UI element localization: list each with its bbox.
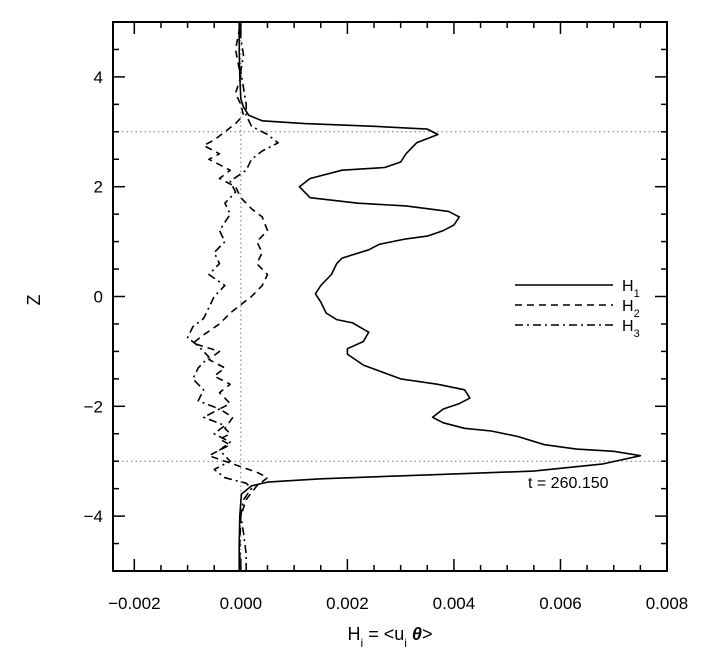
y-tick-label: −2 [84, 397, 103, 416]
x-axis-label-sub-main: i [361, 636, 364, 650]
y-tick-label: −4 [84, 507, 103, 526]
x-tick-label: 0.008 [646, 594, 689, 613]
y-tick-label: 4 [94, 68, 103, 87]
tick-labels: −0.002 0.000 0.002 0.004 0.006 0.008 −4 −2 0 2 4 [84, 68, 689, 613]
reference-lines [113, 22, 667, 571]
x-axis-label-sub-u: i [404, 636, 407, 650]
series-line-1 [238, 22, 642, 571]
legend-label-1: H1 [622, 278, 640, 300]
series-layer [186, 21, 642, 571]
time-annotation: t = 260.150 [528, 475, 609, 492]
axis-ticks [113, 21, 668, 572]
series-line-2 [192, 21, 269, 571]
x-tick-label: 0.002 [326, 594, 369, 613]
y-tick-label: 0 [94, 288, 103, 307]
x-axis-label-theta: θ [407, 624, 422, 644]
x-tick-label: 0.000 [220, 594, 263, 613]
x-tick-label: 0.004 [433, 594, 476, 613]
x-axis-label-close: > [422, 624, 433, 644]
x-axis-label: Hi = <ui θ> [348, 624, 433, 650]
y-tick-label: 2 [94, 178, 103, 197]
x-tick-label: −0.002 [108, 594, 160, 613]
x-axis-label-main: H [348, 624, 361, 644]
legend-label-3: H3 [622, 318, 640, 340]
legend-label-2: H2 [622, 298, 640, 320]
y-axis-label: Z [24, 295, 44, 306]
series-line-3 [186, 22, 279, 571]
x-tick-label: 0.006 [539, 594, 582, 613]
x-axis-label-eq: = <u [363, 624, 404, 644]
